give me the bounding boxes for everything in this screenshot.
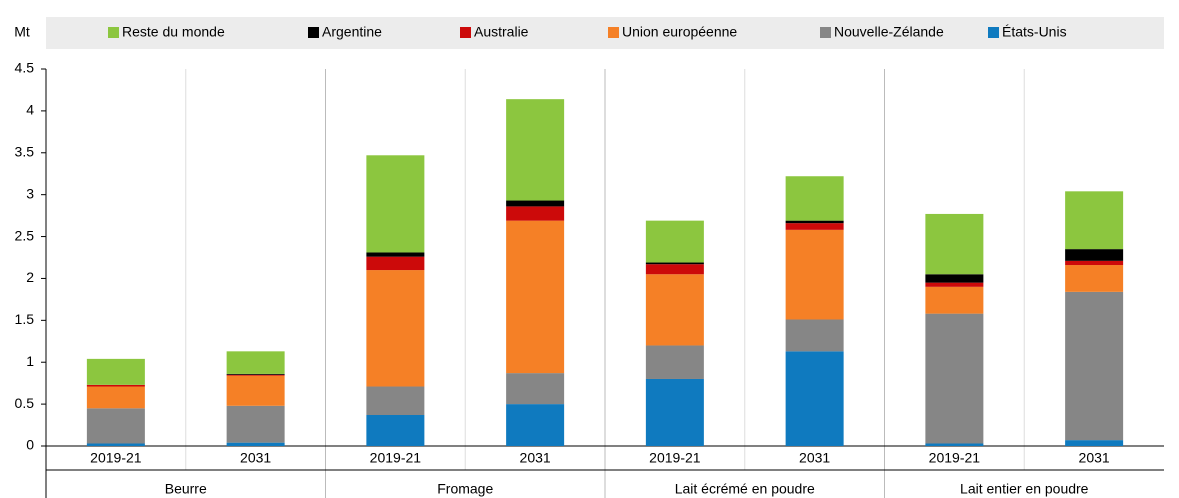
bar-segment — [925, 286, 984, 314]
bar-segment — [366, 270, 425, 387]
bar-segment — [366, 386, 425, 416]
bar-segment — [86, 408, 145, 444]
group-label: Fromage — [437, 481, 493, 497]
group-label: Lait entier en poudre — [960, 481, 1089, 497]
bar-segment — [1065, 440, 1124, 446]
bar-segment — [785, 351, 844, 446]
bar-segment — [226, 442, 285, 446]
bar-segment — [226, 405, 285, 443]
bar-segment — [366, 256, 425, 271]
bar-segment — [1065, 191, 1124, 250]
bar-segment — [645, 345, 704, 379]
bar-segment — [785, 229, 844, 320]
y-axis-label: Mt — [14, 24, 30, 40]
bar-segment — [506, 404, 565, 446]
legend-background — [46, 17, 1164, 49]
group-label: Beurre — [165, 481, 207, 497]
bar-segment — [86, 384, 145, 387]
bar-segment — [226, 373, 285, 375]
y-tick-label: 1 — [26, 353, 34, 369]
bar-segment — [226, 351, 285, 374]
y-tick-label: 0.5 — [15, 395, 35, 411]
bar-segment — [226, 374, 285, 376]
legend-swatch — [308, 27, 319, 38]
bar-segment — [86, 358, 145, 385]
bar-segment — [506, 206, 565, 221]
bar-segment — [1065, 249, 1124, 261]
bar-segment — [785, 223, 844, 230]
bar-segment — [86, 386, 145, 409]
y-tick-label: 4.5 — [15, 60, 35, 76]
legend-label: Union européenne — [622, 24, 737, 40]
bar-segment — [785, 220, 844, 224]
bar-segment — [366, 155, 425, 253]
bar-segment — [645, 274, 704, 346]
legend-label: Argentine — [322, 24, 382, 40]
bar-segment — [925, 274, 984, 283]
y-tick-label: 2 — [26, 269, 34, 285]
bar-segment — [645, 378, 704, 446]
bar-segment — [645, 264, 704, 275]
bar-segment — [925, 443, 984, 446]
bar-segment — [645, 220, 704, 263]
x-tick-label: 2031 — [520, 450, 551, 466]
legend-label: Australie — [474, 24, 529, 40]
bar-segment — [506, 373, 565, 405]
legend-swatch — [820, 27, 831, 38]
y-tick-label: 0 — [26, 437, 34, 453]
legend-swatch — [608, 27, 619, 38]
legend-label: Reste du monde — [122, 24, 225, 40]
bar-segment — [925, 282, 984, 287]
x-tick-label: 2019-21 — [649, 450, 701, 466]
bar-segment — [506, 220, 565, 374]
y-tick-label: 3.5 — [15, 143, 35, 159]
y-tick-label: 1.5 — [15, 311, 35, 327]
legend-label: États-Unis — [1002, 24, 1067, 40]
x-tick-label: 2019-21 — [90, 450, 142, 466]
x-tick-label: 2031 — [240, 450, 271, 466]
legend-swatch — [460, 27, 471, 38]
bar-segment — [506, 200, 565, 207]
x-tick-label: 2031 — [1079, 450, 1110, 466]
bar-segment — [506, 99, 565, 201]
bar-segment — [366, 415, 425, 446]
y-tick-label: 3 — [26, 185, 34, 201]
bar-segment — [925, 313, 984, 444]
bar-segment — [366, 252, 425, 257]
legend-label: Nouvelle-Zélande — [834, 24, 944, 40]
bar-segment — [925, 213, 984, 275]
x-tick-label: 2019-21 — [929, 450, 981, 466]
x-tick-label: 2019-21 — [370, 450, 422, 466]
legend-swatch — [108, 27, 119, 38]
bar-segment — [1065, 291, 1124, 441]
bar-segment — [785, 176, 844, 221]
bar-segment — [226, 375, 285, 406]
bar-segment — [645, 262, 704, 265]
bar-segment — [785, 319, 844, 352]
bar-segment — [86, 443, 145, 446]
legend-swatch — [988, 27, 999, 38]
y-tick-label: 2.5 — [15, 227, 35, 243]
bar-segment — [1065, 260, 1124, 266]
group-label: Lait écrémé en poudre — [675, 481, 815, 497]
x-tick-label: 2031 — [799, 450, 830, 466]
bar-segment — [1065, 265, 1124, 292]
y-tick-label: 4 — [26, 102, 34, 118]
